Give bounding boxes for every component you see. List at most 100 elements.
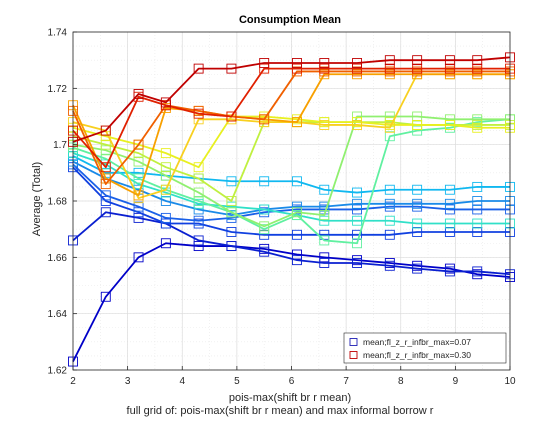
data-point <box>160 148 171 159</box>
series-line <box>72 166 510 236</box>
data-point <box>384 198 395 209</box>
data-point <box>133 201 144 212</box>
y-tick-label: 1.72 <box>48 84 68 95</box>
data-point <box>352 119 362 130</box>
data-point <box>352 238 362 249</box>
data-point <box>193 173 204 184</box>
x-axis-label: pois-max(shift br r mean) <box>229 392 351 404</box>
data-point <box>319 63 330 74</box>
data-point <box>472 204 483 215</box>
y-tick-label: 1.64 <box>48 309 68 320</box>
series-line <box>72 163 510 222</box>
data-point <box>292 255 302 266</box>
data-point <box>319 235 330 246</box>
data-point <box>193 162 204 173</box>
data-point <box>444 114 455 125</box>
data-point <box>100 125 111 136</box>
data-point <box>352 63 362 74</box>
data-point <box>226 227 237 237</box>
data-point <box>384 111 395 122</box>
data-point <box>472 196 483 206</box>
legend-label: mean;fl_z_r_infbr_max=0.30 <box>363 350 471 360</box>
data-point <box>100 145 111 156</box>
data-point <box>193 196 204 206</box>
data-point <box>352 204 362 215</box>
x-tick-label: 4 <box>179 376 185 387</box>
data-point <box>292 207 302 218</box>
data-point <box>352 229 362 240</box>
chart-title: Consumption Mean <box>239 14 341 26</box>
data-point <box>226 196 237 206</box>
data-point <box>472 122 483 133</box>
data-point <box>133 89 144 99</box>
y-axis-label: Average (Total) <box>31 162 43 236</box>
x-tick-label: 10 <box>504 376 516 387</box>
data-point <box>100 291 111 302</box>
data-point <box>444 63 455 74</box>
data-point <box>160 196 171 206</box>
data-point <box>292 201 302 212</box>
data-point <box>259 204 270 215</box>
data-point <box>352 198 362 209</box>
x-tick-label: 3 <box>125 376 131 387</box>
series-7 <box>68 114 515 249</box>
series-layer <box>68 52 515 367</box>
data-point <box>352 215 362 226</box>
data-point <box>352 187 362 198</box>
data-point <box>226 176 237 187</box>
data-point <box>472 114 483 125</box>
data-point <box>259 229 270 240</box>
legend-marker <box>349 351 358 359</box>
data-point <box>472 227 483 237</box>
data-point <box>100 179 111 190</box>
data-point <box>133 190 144 201</box>
data-point <box>412 63 423 74</box>
data-point <box>352 58 362 68</box>
data-point <box>384 260 395 271</box>
data-point <box>259 114 270 125</box>
data-point <box>319 215 330 226</box>
data-point <box>193 235 204 246</box>
data-point <box>100 190 111 201</box>
data-point <box>319 252 330 263</box>
data-point <box>259 176 270 187</box>
data-point <box>384 122 395 133</box>
data-point <box>352 258 362 268</box>
data-point <box>226 63 237 74</box>
data-point <box>133 179 144 190</box>
data-point <box>226 201 237 212</box>
y-tick-label: 1.62 <box>48 366 68 377</box>
data-point <box>160 97 171 108</box>
data-point <box>259 246 270 257</box>
series-line <box>72 242 511 362</box>
data-point <box>292 117 302 128</box>
series-line <box>72 155 510 194</box>
data-point <box>384 131 395 142</box>
x-tick-label: 6 <box>289 376 295 387</box>
data-point <box>133 212 144 223</box>
x-tick-label: 5 <box>234 376 240 387</box>
axis-ticks: 2 3 4 5 6 7 8 9 10 1.62 1.64 1.66 1.68 1.7 1.72 1.74 <box>48 28 516 388</box>
x-tick-label: 9 <box>453 376 459 387</box>
data-point <box>292 249 302 260</box>
data-point <box>319 258 330 268</box>
data-point <box>133 207 144 218</box>
legend-box <box>343 332 507 364</box>
data-point <box>472 181 483 192</box>
series-line <box>72 118 511 245</box>
data-point <box>226 241 237 252</box>
y-tick-label: 1.66 <box>48 253 68 264</box>
data-point <box>133 156 144 167</box>
data-point <box>412 111 423 122</box>
data-point <box>319 201 330 212</box>
data-point <box>193 215 204 226</box>
y-tick-label: 1.68 <box>48 197 68 208</box>
y-tick-label: 1.7 <box>53 140 67 151</box>
data-point <box>412 263 423 274</box>
data-point <box>384 63 395 74</box>
data-point <box>133 252 144 263</box>
data-point <box>472 55 483 66</box>
data-point <box>292 176 302 187</box>
